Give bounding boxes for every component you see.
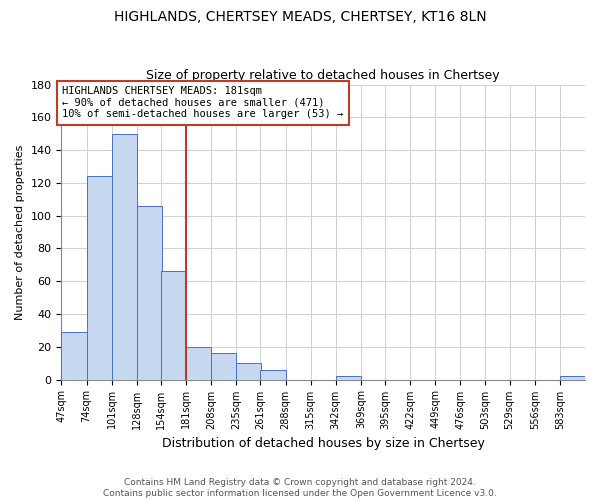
Text: HIGHLANDS, CHERTSEY MEADS, CHERTSEY, KT16 8LN: HIGHLANDS, CHERTSEY MEADS, CHERTSEY, KT1…: [113, 10, 487, 24]
Bar: [112, 134, 137, 380]
Y-axis label: Number of detached properties: Number of detached properties: [15, 144, 25, 320]
Bar: [260, 370, 286, 380]
X-axis label: Distribution of detached houses by size in Chertsey: Distribution of detached houses by size …: [162, 437, 485, 450]
Bar: [186, 347, 211, 380]
Bar: [161, 272, 186, 380]
Bar: [61, 332, 86, 380]
Text: Contains HM Land Registry data © Crown copyright and database right 2024.
Contai: Contains HM Land Registry data © Crown c…: [103, 478, 497, 498]
Bar: [560, 376, 585, 380]
Bar: [86, 176, 112, 380]
Bar: [137, 206, 162, 380]
Bar: [336, 376, 361, 380]
Bar: [211, 354, 236, 380]
Text: HIGHLANDS CHERTSEY MEADS: 181sqm
← 90% of detached houses are smaller (471)
10% : HIGHLANDS CHERTSEY MEADS: 181sqm ← 90% o…: [62, 86, 344, 120]
Bar: [236, 363, 262, 380]
Title: Size of property relative to detached houses in Chertsey: Size of property relative to detached ho…: [146, 69, 500, 82]
